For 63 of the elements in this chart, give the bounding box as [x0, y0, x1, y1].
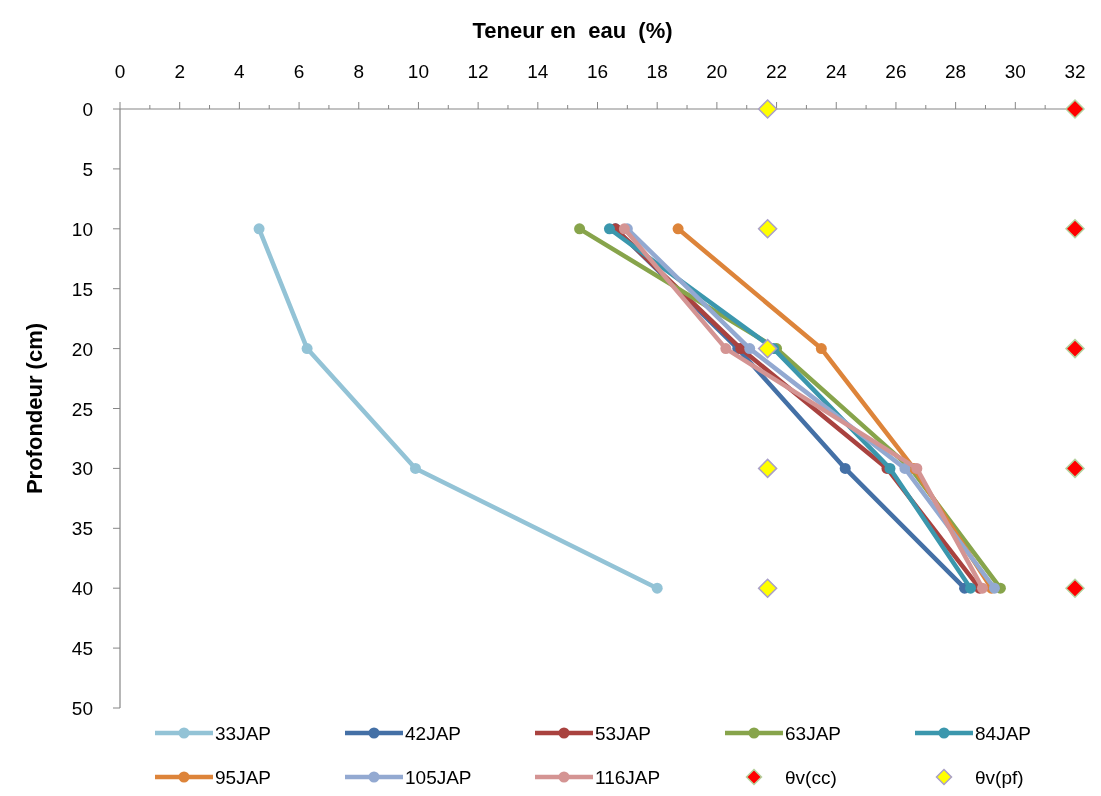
x-tick-label: 16 — [586, 61, 609, 82]
y-tick-label: 45 — [71, 638, 93, 660]
point — [1065, 578, 1085, 598]
y-axis-title: Profondeur (cm) — [22, 322, 47, 495]
point — [1065, 219, 1085, 239]
y-tick-label: 25 — [71, 398, 93, 420]
y-tick-label: 10 — [71, 218, 93, 240]
x-tick-label: 24 — [825, 61, 848, 82]
legend-label: 105JAP — [405, 767, 472, 788]
point — [301, 343, 313, 355]
x-tick-label: 28 — [945, 61, 967, 82]
point — [253, 223, 265, 235]
y-tick-label: 15 — [71, 278, 93, 300]
point — [651, 582, 663, 594]
point — [815, 343, 827, 355]
legend-label: 95JAP — [215, 767, 271, 788]
point — [965, 582, 977, 594]
y-tick-label: 30 — [71, 458, 93, 480]
point — [757, 578, 778, 598]
x-tick-label: 20 — [706, 61, 728, 82]
legend-label: 42JAP — [405, 723, 461, 744]
x-axis-title: Teneur en eau (%) — [472, 18, 673, 43]
y-tick-label: 35 — [71, 518, 93, 540]
point — [839, 462, 851, 474]
x-tick-label: 14 — [527, 61, 549, 82]
point — [603, 223, 615, 235]
y-tick-label: 5 — [82, 158, 93, 180]
point — [409, 462, 421, 474]
point — [720, 343, 732, 355]
y-tick-label: 0 — [82, 99, 93, 120]
point — [672, 223, 684, 235]
point — [1065, 338, 1085, 359]
legend-label: θv(pf) — [975, 767, 1024, 788]
y-tick-label: 20 — [71, 338, 93, 360]
x-tick-label: 10 — [407, 61, 430, 82]
x-tick-label: 12 — [467, 61, 489, 82]
point — [1065, 99, 1085, 119]
legend-label: 63JAP — [785, 723, 841, 744]
point — [899, 462, 911, 474]
x-tick-label: 26 — [885, 61, 907, 82]
point — [744, 343, 756, 355]
legend-label: 116JAP — [595, 767, 661, 788]
x-tick-label: 22 — [765, 61, 788, 82]
legend-label: 84JAP — [975, 723, 1031, 744]
x-tick-label: 32 — [1064, 61, 1086, 82]
x-tick-label: 2 — [174, 61, 185, 82]
x-tick-label: 4 — [234, 61, 246, 82]
point — [574, 223, 586, 235]
y-tick-label: 40 — [71, 578, 93, 600]
point — [757, 219, 778, 239]
point — [757, 338, 778, 359]
x-tick-label: 30 — [1004, 61, 1026, 82]
legend-label: θv(cc) — [785, 767, 837, 788]
x-tick-label: 18 — [646, 61, 668, 82]
point — [757, 458, 778, 479]
x-tick-label: 8 — [353, 61, 365, 82]
y-tick-label: 50 — [71, 698, 93, 719]
point — [1065, 458, 1085, 479]
x-tick-label: 6 — [293, 61, 305, 82]
x-tick-label: 0 — [114, 61, 126, 82]
legend-label: 53JAP — [595, 723, 651, 744]
legend-label: 33JAP — [215, 723, 271, 744]
point — [757, 99, 778, 119]
